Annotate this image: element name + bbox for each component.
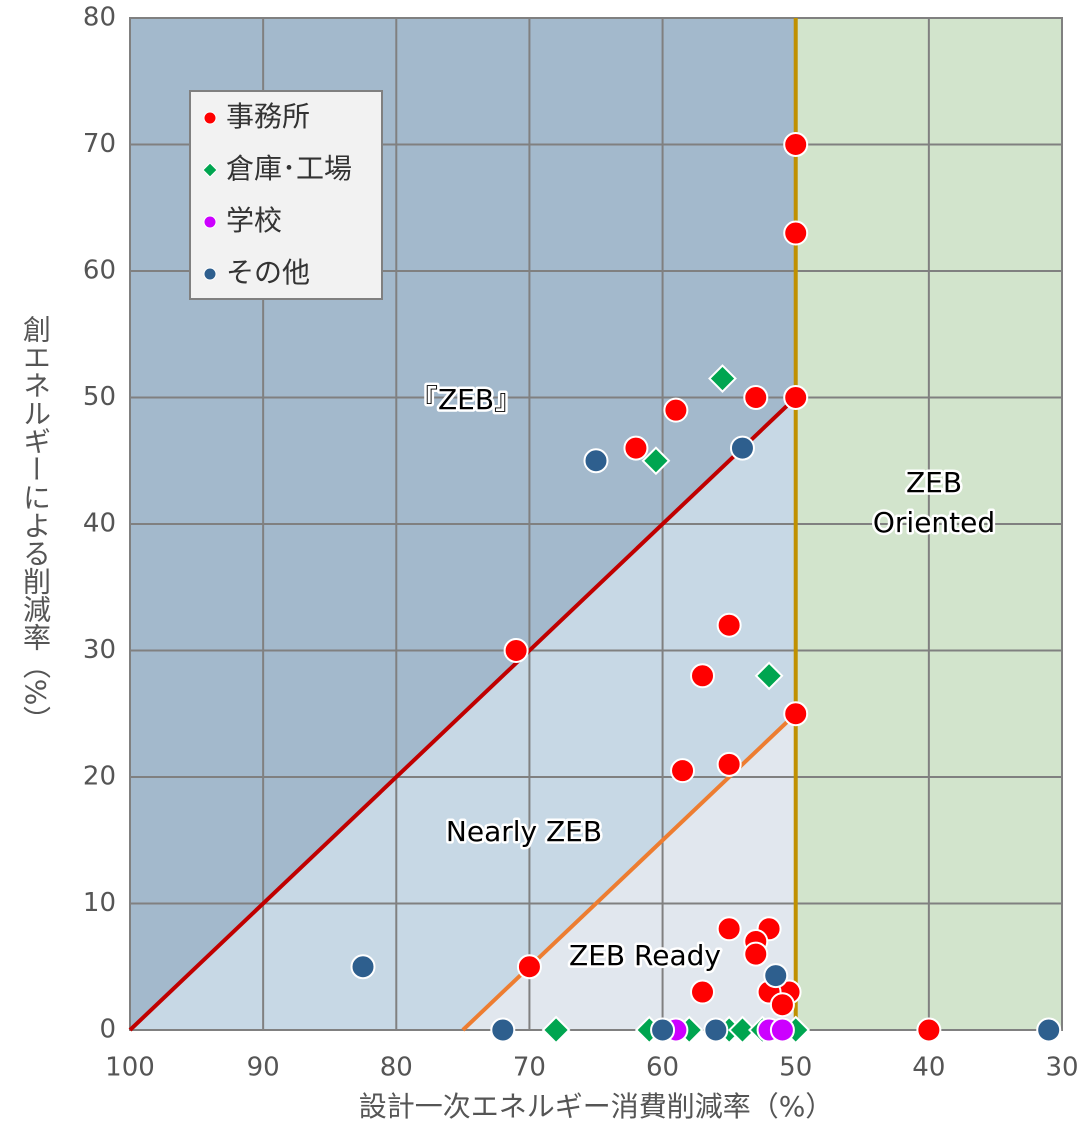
marker bbox=[690, 663, 716, 689]
x-tick-label: 30 bbox=[1045, 1053, 1078, 1083]
x-tick-label: 80 bbox=[380, 1053, 413, 1083]
marker bbox=[769, 992, 795, 1018]
x-tick-label: 70 bbox=[513, 1053, 546, 1083]
marker bbox=[202, 162, 218, 178]
y-axis-title: 創エネルギーによる削減率（%） bbox=[19, 314, 52, 733]
y-tick-label: 50 bbox=[83, 382, 116, 412]
marker bbox=[690, 979, 716, 1005]
y-tick-label: 40 bbox=[83, 509, 116, 539]
region-label: ZEB bbox=[906, 466, 962, 499]
plot-border bbox=[129, 17, 1063, 1031]
marker bbox=[716, 916, 742, 942]
y-tick-label: 60 bbox=[83, 256, 116, 286]
region-label: ZEB Ready bbox=[569, 939, 721, 972]
marker bbox=[583, 448, 609, 474]
region-label: Nearly ZEB bbox=[446, 815, 602, 848]
marker bbox=[783, 220, 809, 246]
y-tick-label: 0 bbox=[99, 1015, 116, 1045]
marker bbox=[203, 267, 217, 281]
region-label: Oriented bbox=[873, 506, 995, 539]
marker bbox=[670, 758, 696, 784]
marker bbox=[783, 701, 809, 727]
marker bbox=[916, 1017, 942, 1043]
legend-label: 倉庫･工場 bbox=[226, 152, 352, 185]
marker bbox=[729, 435, 755, 461]
x-tick-label: 50 bbox=[779, 1053, 812, 1083]
marker bbox=[754, 661, 784, 691]
marker bbox=[1036, 1017, 1062, 1043]
marker bbox=[783, 385, 809, 410]
marker bbox=[650, 1017, 676, 1043]
x-tick-label: 90 bbox=[247, 1053, 280, 1083]
y-tick-label: 70 bbox=[83, 129, 116, 159]
marker bbox=[743, 941, 769, 967]
legend-label: 事務所 bbox=[226, 100, 310, 133]
marker bbox=[708, 364, 737, 393]
marker bbox=[641, 446, 671, 476]
y-tick-label: 80 bbox=[83, 3, 116, 33]
region-label: 『ZEB』 bbox=[410, 383, 522, 416]
marker bbox=[743, 385, 769, 410]
marker bbox=[203, 111, 217, 125]
x-tick-label: 60 bbox=[646, 1053, 679, 1083]
y-tick-label: 20 bbox=[83, 762, 116, 792]
marker bbox=[503, 638, 529, 663]
legend-label: その他 bbox=[226, 256, 310, 289]
marker bbox=[203, 215, 217, 229]
marker bbox=[623, 435, 649, 461]
marker bbox=[769, 1017, 795, 1043]
x-tick-label: 100 bbox=[105, 1053, 155, 1083]
y-tick-label: 30 bbox=[83, 635, 116, 665]
marker bbox=[663, 397, 689, 423]
legend-label: 学校 bbox=[226, 204, 282, 237]
marker bbox=[703, 1017, 729, 1043]
marker bbox=[716, 612, 742, 638]
x-tick-label: 40 bbox=[912, 1053, 945, 1083]
marker bbox=[490, 1017, 516, 1043]
threshold-line bbox=[128, 396, 798, 1032]
marker bbox=[541, 1015, 571, 1045]
marker bbox=[516, 954, 542, 980]
x-axis-title: 設計一次エネルギー消費削減率（%） bbox=[359, 1090, 834, 1123]
marker bbox=[728, 1015, 757, 1045]
marker bbox=[783, 132, 809, 157]
region bbox=[462, 713, 796, 1030]
legend-box bbox=[189, 90, 383, 300]
y-tick-label: 10 bbox=[83, 888, 116, 918]
marker bbox=[350, 954, 376, 980]
marker bbox=[716, 751, 742, 777]
marker bbox=[763, 963, 789, 989]
